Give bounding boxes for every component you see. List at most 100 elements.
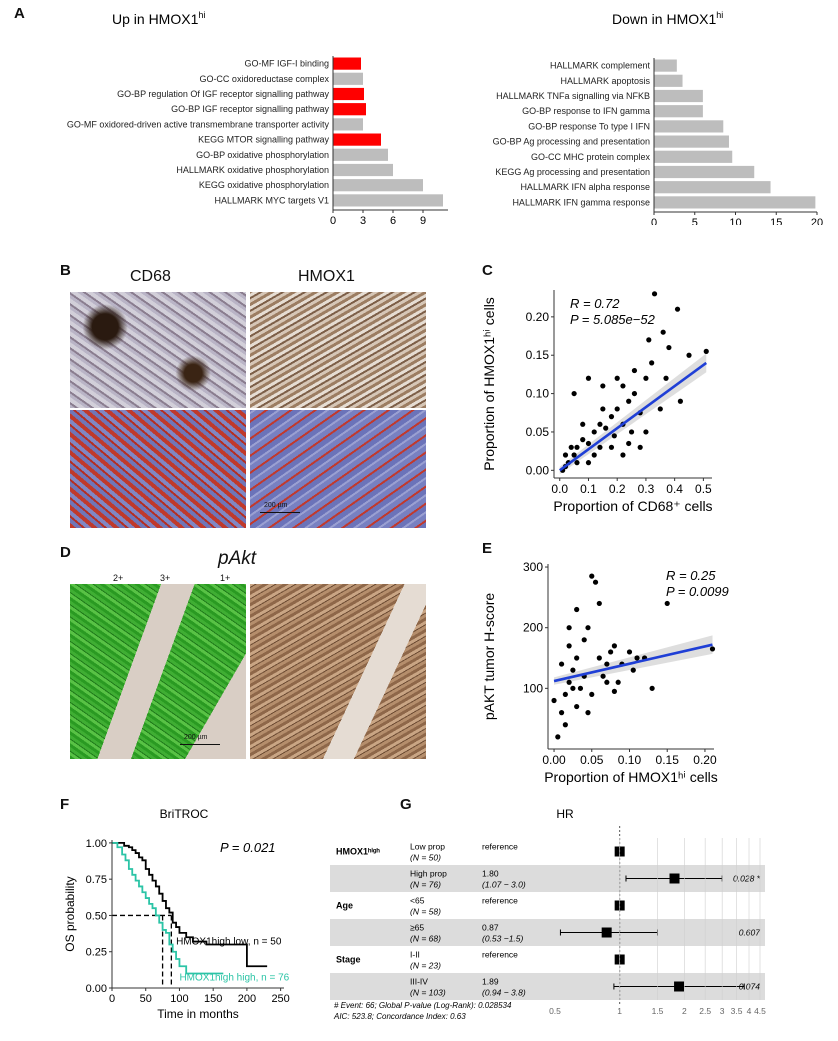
category-label: GO-CC oxidoreductase complex <box>199 74 329 84</box>
panel-label-a: A <box>14 5 25 22</box>
data-point <box>596 655 602 661</box>
hmox1-classified-image: 200 µm <box>250 410 426 528</box>
bar <box>654 181 771 194</box>
bar <box>333 103 366 116</box>
data-point <box>620 383 626 389</box>
bar <box>654 105 703 118</box>
x-tick-label: 0.2 <box>609 482 626 496</box>
n-label: (N = 76) <box>410 880 441 890</box>
km-survival-chart: BriTROC P = 0.021 HMOX1high low, n = 50 HMO… <box>63 807 290 1021</box>
category-label: GO-BP Ag processing and presentation <box>493 137 650 147</box>
data-point <box>615 679 621 685</box>
x-tick-label: 100 <box>170 993 188 1005</box>
data-point <box>589 691 595 698</box>
n-label: (N = 50) <box>410 853 441 863</box>
hmox1-ihc-image <box>250 292 426 408</box>
panel-label-f: F <box>60 796 70 813</box>
data-point <box>555 734 561 740</box>
x-tick-label: 200 <box>238 993 256 1005</box>
data-point <box>611 433 617 439</box>
bar <box>333 57 361 70</box>
p-label: 0.074 <box>739 982 761 992</box>
bar <box>333 118 363 131</box>
x-tick-label: 0.05 <box>580 753 604 767</box>
x-tick-label: 15 <box>770 217 782 225</box>
panel-label-b: B <box>60 262 71 279</box>
data-point <box>597 444 603 450</box>
y-axis-label: Proportion of HMOX1ʰⁱ cells <box>481 297 497 471</box>
x-tick-label: 0.00 <box>542 753 566 767</box>
level-label: ≥65 <box>410 923 424 933</box>
data-point <box>585 625 591 631</box>
cd68-ihc-image <box>70 292 246 408</box>
n-label: (N = 68) <box>410 934 441 944</box>
x-tick-label: 2.5 <box>699 1006 711 1016</box>
bar <box>333 194 443 207</box>
n-label: (N = 23) <box>410 961 441 971</box>
up-in-hmox1-bar-chart: Up in HMOX1hi GO-MF IGF-I binding GO-CC ox… <box>67 10 448 225</box>
data-point <box>643 429 649 435</box>
regression-line <box>553 643 713 683</box>
hr-label: 1.89 <box>482 977 499 987</box>
y-tick-label: 0.75 <box>86 874 107 886</box>
data-point <box>570 667 576 673</box>
data-point <box>703 348 709 354</box>
data-point <box>686 352 692 358</box>
n-label: (N = 58) <box>410 907 441 917</box>
data-point <box>611 688 617 694</box>
x-tick-label: 0.0 <box>551 482 568 496</box>
data-point <box>574 655 580 661</box>
data-point <box>626 440 632 447</box>
bar <box>333 72 363 85</box>
data-point <box>614 406 620 412</box>
hmox1-column-title: HMOX1 <box>298 268 355 285</box>
n-label: (N = 103) <box>410 988 446 998</box>
x-axis-label: Proportion of HMOX1ʰⁱ cells <box>544 769 718 785</box>
x-tick-label: 4 <box>747 1006 752 1016</box>
ci-label: (0.53 −1.5) <box>482 934 524 944</box>
data-point <box>574 444 580 450</box>
cd68-vs-hmox1-scatter: 0.0 0.1 0.2 0.3 0.4 0.5 0.00 0.05 0.10 0.15 0.20 Pr… <box>481 290 713 514</box>
footnote-1: # Event: 66; Global P-value (Log-Rank): … <box>334 1001 512 1010</box>
intensity-mark-1: 1+ <box>220 573 231 583</box>
panel-label-g: G <box>400 796 412 813</box>
hr-marker <box>674 981 685 992</box>
survival-curve <box>112 842 268 968</box>
data-point <box>603 425 609 431</box>
data-point <box>562 691 568 698</box>
pakt-ihc-image <box>250 584 426 759</box>
y-tick-label: 0.05 <box>526 425 550 439</box>
x-tick-label: 0 <box>109 993 115 1005</box>
data-point <box>574 703 580 710</box>
x-tick-label: 0 <box>651 217 657 225</box>
data-point <box>600 383 606 389</box>
y-tick-label: 0.00 <box>86 983 107 995</box>
group-label: Age <box>336 901 353 911</box>
category-label: HALLMARK TNFa signalling via NFKB <box>496 91 650 101</box>
x-tick-label: 0.3 <box>638 482 655 496</box>
ci-label: (1.07 − 3.0) <box>482 880 526 890</box>
intensity-mark-3: 3+ <box>160 573 171 583</box>
category-label: GO-BP oxidative phosphorylation <box>196 150 329 160</box>
y-tick-label: 0.25 <box>86 947 107 959</box>
ci-label: (0.94 − 3.8) <box>482 988 526 998</box>
hr-label: reference <box>482 842 518 852</box>
hr-label: reference <box>482 896 518 906</box>
y-axis-label: OS probability <box>63 876 77 951</box>
data-point <box>600 406 606 412</box>
x-axis-label: Time in months <box>157 1007 239 1021</box>
x-tick-label: 3 <box>720 1006 725 1016</box>
data-point <box>657 406 663 412</box>
data-point <box>666 344 672 351</box>
data-point <box>677 398 683 404</box>
category-label: HALLMARK MYC targets V1 <box>214 195 329 205</box>
x-tick-label: 3.5 <box>731 1006 743 1016</box>
hr-label: 0.87 <box>482 923 499 933</box>
y-tick-label: 0.20 <box>526 310 550 324</box>
level-label: High prop <box>410 869 447 879</box>
data-point <box>574 460 580 466</box>
category-label: GO-MF oxidored-driven active transmembra… <box>67 119 330 129</box>
data-point <box>626 398 632 404</box>
category-label: HALLMARK IFN gamma response <box>512 197 650 207</box>
data-point <box>597 421 603 427</box>
